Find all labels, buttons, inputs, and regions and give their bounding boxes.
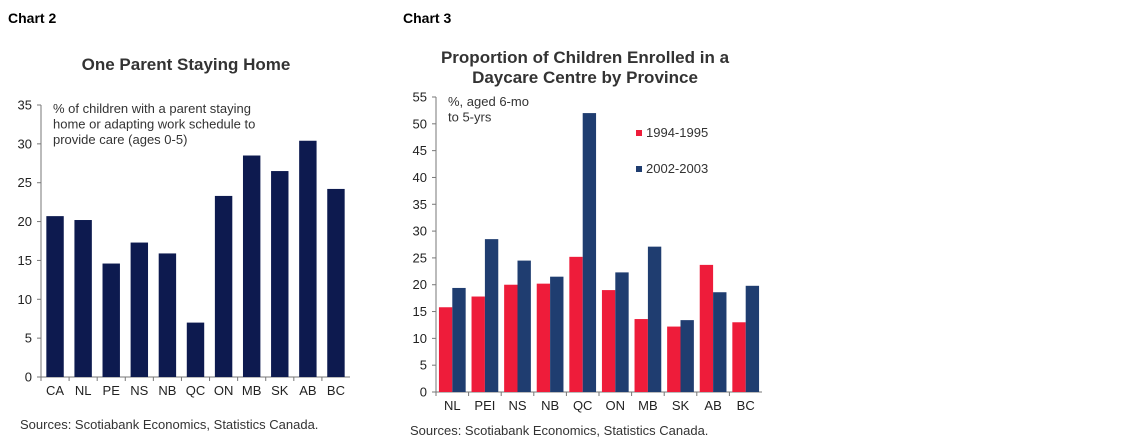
chart3-bar-nl-s2 [452,287,466,392]
chart2-x-tick-label: MB [242,383,262,398]
chart3-bar-pei-s2 [484,239,499,392]
chart3-title-line-2: Daycare Centre by Province [472,68,698,87]
chart2-bar-ns [130,242,149,377]
chart2-x-tick-label: AB [299,383,316,398]
chart2-bar-mb [242,155,261,377]
chart2-title: One Parent Staying Home [82,55,291,74]
chart2-bar-ab [299,140,317,377]
chart3-x-tick-label: ON [606,398,626,413]
chart3-bar-pei-s1 [471,296,485,392]
chart3-bar-ab-s1 [699,264,714,392]
chart2-bar-qc [186,322,205,377]
chart3-bar-ns-s2 [517,260,531,392]
chart3-bar-ab-s2 [713,292,727,392]
chart3-x-tick-label: SK [672,398,690,413]
chart2-x-tick-label: CA [46,383,64,398]
chart2-bar-sk [271,171,289,377]
chart3-y-tick-label: 40 [413,170,427,185]
chart3-legend-label-1: 1994-1995 [646,125,708,140]
chart3-legend-swatch-1 [636,130,642,136]
chart2-bar-nb [158,253,177,377]
chart2-x-tick-label: NL [75,383,92,398]
chart3-y-tick-label: 20 [413,277,427,292]
chart2-annotation-line-3: provide care (ages 0-5) [53,132,187,147]
chart2-annotation-line-2: home or adapting work schedule to [53,117,255,132]
chart3-y-tick-label: 25 [413,250,427,265]
chart3-y-tick-label: 30 [413,224,427,239]
chart2-bar-ca [46,216,64,377]
chart3-bar-sk-s2 [680,320,694,392]
chart3-bar-qc-s1 [569,256,583,392]
chart2-x-tick-label: PE [103,383,121,398]
chart2-y-tick-label: 30 [18,136,32,151]
chart2-bar-pe [102,263,120,377]
chart3-bar-mb-s2 [647,246,662,392]
chart2-bar-nl [74,220,92,377]
chart2-y-tick-label: 15 [18,253,32,268]
chart3-x-tick-label: NL [444,398,461,413]
chart3-bar-nb-s1 [536,283,551,392]
chart3-bar-ns-s1 [504,284,518,392]
chart2-bar-bc [327,188,345,377]
chart3-x-tick-label: NS [508,398,526,413]
chart3-bar-nl-s1 [438,307,453,392]
chart2-y-tick-label: 5 [25,331,32,346]
chart3-legend-swatch-2 [636,166,642,172]
chart3-bar-sk-s1 [667,326,681,392]
chart3-y-tick-label: 5 [420,358,427,373]
chart3-title-line-1: Proportion of Children Enrolled in a [441,48,730,67]
chart3-y-tick-label: 0 [420,385,427,400]
chart3-y-tick-label: 45 [413,143,427,158]
chart2-y-tick-label: 20 [18,214,32,229]
chart3-legend-label-2: 2002-2003 [646,161,708,176]
chart2-y-tick-label: 10 [18,292,32,307]
chart3-y-tick-label: 55 [413,90,427,105]
chart2-source: Sources: Scotiabank Economics, Statistic… [20,417,318,432]
chart2-x-tick-label: ON [214,383,234,398]
chart3-y-tick-label: 35 [413,197,427,212]
chart3-x-tick-label: QC [573,398,593,413]
chart2-y-tick-label: 25 [18,175,32,190]
chart3-x-tick-label: NB [541,398,559,413]
chart3-bar-on-s1 [601,290,616,392]
chart3-bar-mb-s1 [634,319,648,392]
chart2-bar-on [214,195,233,377]
chart2-y-tick-label: 0 [25,370,32,385]
chart2-x-tick-label: BC [327,383,345,398]
chart3-bar-on-s2 [615,272,629,392]
chart3-bar-qc-s2 [582,113,597,392]
chart2-x-tick-label: QC [186,383,206,398]
chart3-y-tick-label: 50 [413,116,427,131]
chart2-label: Chart 2 [8,10,57,26]
chart3-annotation-line-1: %, aged 6-mo [448,94,529,109]
chart3-source: Sources: Scotiabank Economics, Statistic… [410,423,708,438]
chart2-x-tick-label: NB [158,383,176,398]
chart3-bar-bc-s1 [732,322,746,392]
chart2-annotation-line-1: % of children with a parent staying [53,101,251,116]
chart2-x-tick-label: NS [130,383,148,398]
chart3-annotation-line-2: to 5-yrs [448,110,492,125]
chart3-y-tick-label: 15 [413,304,427,319]
chart3-x-tick-label: MB [638,398,658,413]
chart2-x-tick-label: SK [271,383,289,398]
chart3-x-tick-label: AB [704,398,721,413]
chart3-x-tick-label: PEI [474,398,495,413]
chart3-bar-bc-s2 [745,285,760,392]
chart3-bar-nb-s2 [550,276,564,392]
chart3-label: Chart 3 [403,10,452,26]
chart2-y-tick-label: 35 [18,98,32,113]
chart3-y-tick-label: 10 [413,331,427,346]
chart3-x-tick-label: BC [737,398,755,413]
